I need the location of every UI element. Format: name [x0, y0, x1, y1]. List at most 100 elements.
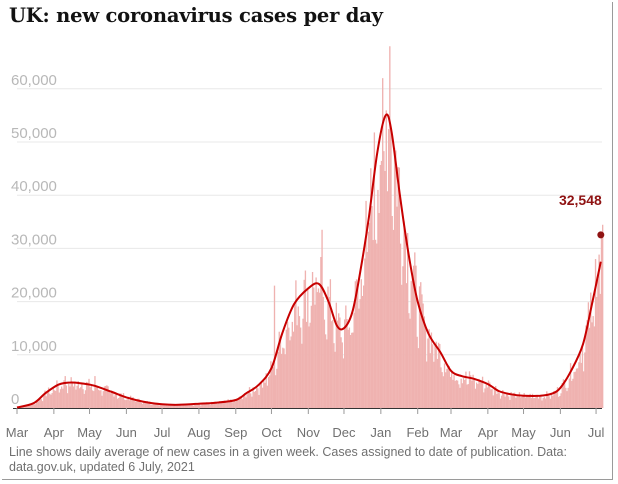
- daily-bar: [232, 402, 234, 408]
- daily-bar: [382, 78, 384, 408]
- daily-bar: [504, 396, 506, 408]
- daily-bar: [410, 281, 412, 408]
- x-tick-label: Dec: [332, 425, 356, 440]
- daily-bar: [434, 344, 436, 408]
- daily-bar: [178, 404, 181, 408]
- daily-bar: [43, 395, 45, 408]
- daily-bar: [374, 239, 377, 408]
- daily-bar: [558, 396, 560, 408]
- daily-bar: [100, 390, 102, 408]
- daily-bar: [475, 382, 478, 408]
- daily-bar: [254, 391, 257, 408]
- daily-bar: [352, 332, 354, 408]
- daily-bar: [342, 358, 345, 408]
- daily-bar: [44, 390, 46, 408]
- daily-bar: [599, 293, 601, 408]
- daily-bar: [150, 404, 152, 408]
- daily-bar: [371, 206, 373, 408]
- daily-bar: [439, 343, 441, 408]
- daily-bar: [206, 402, 208, 408]
- x-tick-label: Jul: [154, 425, 171, 440]
- daily-bar: [219, 401, 221, 408]
- daily-bar: [88, 378, 90, 408]
- daily-bar: [305, 321, 308, 408]
- daily-bar: [181, 405, 183, 408]
- daily-bar: [45, 396, 47, 408]
- chart-footnote: Line shows daily average of new cases in…: [9, 445, 567, 474]
- daily-bar: [215, 402, 217, 408]
- daily-bar: [527, 396, 529, 408]
- daily-bar: [270, 361, 272, 408]
- daily-bar: [445, 372, 447, 408]
- daily-bar: [523, 393, 525, 408]
- daily-bar: [203, 403, 206, 408]
- daily-bar: [385, 110, 387, 409]
- daily-bar: [357, 286, 359, 408]
- daily-bar: [316, 292, 318, 408]
- daily-bar: [598, 254, 600, 408]
- daily-bar: [602, 224, 604, 408]
- daily-bar: [370, 168, 372, 408]
- daily-bar: [208, 404, 210, 408]
- daily-bar: [41, 401, 44, 408]
- daily-bar: [489, 382, 491, 408]
- daily-bar: [361, 295, 364, 408]
- daily-bar: [196, 404, 198, 408]
- daily-bar: [265, 373, 267, 408]
- daily-bar: [279, 339, 282, 408]
- daily-bar: [467, 384, 469, 408]
- daily-bar: [103, 386, 106, 408]
- daily-bar: [556, 387, 559, 408]
- x-tick-label: Feb: [406, 425, 428, 440]
- daily-bar: [266, 385, 269, 408]
- daily-bar: [148, 401, 151, 408]
- daily-bar: [260, 381, 263, 408]
- daily-bar: [396, 206, 398, 408]
- daily-bar: [120, 393, 122, 408]
- daily-bar: [343, 319, 346, 408]
- annotation-layer: 32,548: [559, 192, 605, 239]
- daily-bar: [512, 393, 515, 408]
- daily-bar: [241, 399, 244, 408]
- daily-bar: [295, 280, 297, 408]
- daily-bar: [534, 398, 536, 408]
- y-tick-label: 50,000: [11, 125, 57, 142]
- daily-bar: [233, 400, 235, 408]
- daily-bar: [575, 368, 578, 408]
- daily-bar: [353, 312, 355, 408]
- daily-bar: [566, 391, 568, 408]
- daily-bar: [220, 402, 222, 408]
- daily-bar: [554, 390, 556, 408]
- daily-bar: [33, 404, 35, 408]
- daily-bar: [336, 320, 339, 408]
- daily-bar: [327, 286, 329, 408]
- daily-bar: [458, 384, 460, 408]
- daily-bar: [90, 385, 93, 408]
- daily-bar: [441, 372, 443, 408]
- daily-bar: [317, 288, 320, 408]
- daily-bar: [273, 285, 276, 408]
- daily-bar: [443, 363, 446, 408]
- daily-bar: [431, 344, 434, 408]
- daily-bar: [378, 213, 380, 408]
- daily-bar: [183, 405, 185, 408]
- daily-bar: [198, 404, 201, 408]
- daily-bar: [486, 387, 488, 408]
- daily-bar: [85, 381, 88, 408]
- daily-bar: [292, 331, 295, 408]
- daily-bar: [259, 384, 261, 408]
- daily-bar: [421, 294, 423, 408]
- daily-bar: [528, 396, 530, 408]
- daily-bar: [104, 385, 107, 408]
- x-tick-label: Mar: [440, 425, 463, 440]
- daily-bar: [261, 387, 264, 408]
- average-line-layer: [16, 113, 602, 409]
- daily-bar: [55, 390, 57, 408]
- x-tick-label: May: [77, 425, 102, 440]
- chart-title: UK: new coronavirus cases per day: [9, 4, 383, 27]
- daily-bar: [221, 401, 223, 408]
- daily-bar: [321, 229, 323, 408]
- daily-bar: [453, 375, 455, 408]
- daily-bar: [302, 318, 304, 408]
- daily-bar: [204, 403, 207, 408]
